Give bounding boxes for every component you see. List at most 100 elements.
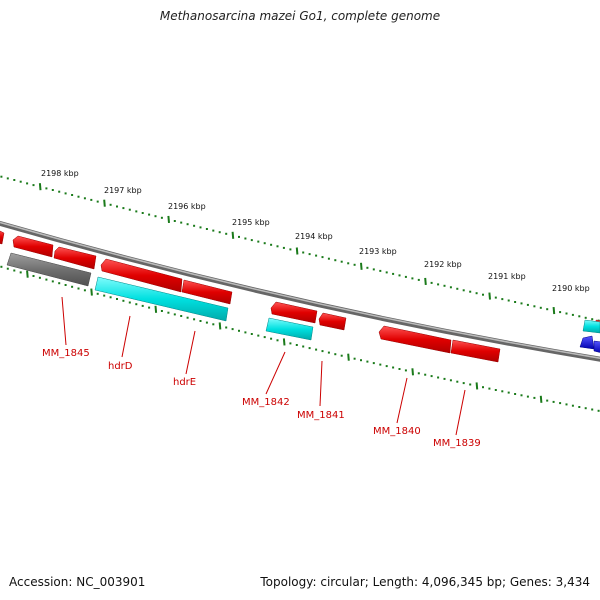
gene-reverse[interactable]: [94, 276, 229, 322]
gene-forward[interactable]: [378, 325, 452, 354]
minor-tick: [565, 403, 568, 406]
minor-tick: [90, 198, 93, 201]
major-tick: [154, 305, 158, 313]
minor-tick: [205, 228, 208, 230]
minor-tick: [263, 336, 266, 339]
minor-tick: [160, 216, 163, 219]
gene-forward[interactable]: [318, 312, 347, 331]
minor-tick: [45, 187, 48, 190]
major-tick: [539, 395, 543, 403]
gene-forward[interactable]: [450, 339, 501, 363]
minor-tick: [71, 285, 74, 288]
minor-tick: [353, 357, 356, 360]
minor-tick: [430, 281, 433, 284]
minor-tick: [263, 242, 266, 245]
forward-genes: [0, 230, 600, 363]
minor-tick: [571, 313, 574, 316]
minor-tick: [526, 303, 529, 306]
gene-forward[interactable]: [100, 258, 183, 293]
minor-tick: [456, 287, 459, 290]
scale-label: 2191 kbp: [488, 272, 526, 281]
minor-tick: [38, 276, 41, 279]
leader-line: [319, 360, 323, 407]
leader-line: [185, 330, 196, 375]
minor-tick: [533, 396, 536, 399]
minor-tick: [199, 320, 202, 322]
minor-tick: [571, 404, 574, 407]
gene-reverse[interactable]: [6, 252, 92, 287]
leader-line: [396, 377, 408, 424]
minor-tick: [0, 175, 3, 178]
minor-tick: [180, 221, 183, 224]
gene-forward[interactable]: [53, 246, 97, 270]
gene-reverse[interactable]: [593, 340, 600, 353]
minor-tick: [96, 200, 99, 203]
gene-forward[interactable]: [0, 230, 5, 245]
minor-tick: [539, 306, 542, 309]
minor-tick: [584, 316, 587, 319]
minor-tick: [19, 180, 22, 183]
minor-tick: [270, 337, 273, 340]
minor-tick: [173, 220, 176, 222]
minor-tick: [231, 328, 234, 331]
minor-tick: [270, 243, 273, 246]
gene-forward[interactable]: [181, 279, 233, 305]
minor-tick: [116, 298, 118, 300]
gene-reverse[interactable]: [579, 335, 595, 350]
minor-tick: [103, 294, 106, 297]
minor-tick: [295, 344, 298, 346]
major-tick: [488, 292, 491, 300]
minor-tick: [597, 409, 600, 412]
major-tick: [360, 262, 363, 270]
minor-tick: [238, 329, 240, 332]
minor-tick: [379, 363, 382, 366]
minor-tick: [135, 303, 138, 306]
minor-tick: [276, 245, 279, 248]
minor-tick: [385, 365, 388, 368]
gene-forward[interactable]: [12, 235, 54, 258]
minor-tick: [591, 318, 594, 321]
major-tick: [424, 277, 427, 285]
minor-tick: [71, 194, 74, 196]
genome-backbone: [0, 220, 600, 362]
minor-tick: [392, 366, 395, 369]
scale-label: 2194 kbp: [295, 232, 333, 241]
minor-tick: [109, 296, 112, 299]
scale-label: 2198 kbp: [41, 169, 79, 178]
minor-tick: [26, 182, 29, 185]
gene-label: hdrE: [173, 377, 196, 388]
minor-tick: [385, 271, 388, 274]
gene-reverse[interactable]: [265, 317, 314, 341]
minor-tick: [315, 348, 318, 351]
minor-tick: [501, 390, 504, 393]
minor-tick: [334, 353, 337, 356]
minor-tick: [148, 306, 151, 309]
minor-tick: [64, 284, 67, 286]
minor-tick: [372, 268, 375, 271]
minor-tick: [520, 302, 523, 305]
minor-tick: [398, 368, 401, 370]
minor-tick: [167, 311, 170, 314]
minor-tick: [289, 342, 292, 345]
minor-tick: [398, 274, 401, 277]
minor-tick: [591, 408, 594, 411]
scale-label: 2193 kbp: [359, 247, 397, 256]
minor-tick: [19, 271, 22, 274]
gene-reverse[interactable]: [582, 319, 600, 334]
minor-tick: [122, 207, 125, 210]
minor-tick: [193, 224, 196, 227]
gene-forward[interactable]: [270, 301, 318, 324]
minor-tick: [417, 278, 420, 281]
minor-tick: [64, 192, 67, 195]
minor-tick: [526, 395, 529, 398]
leader-line: [455, 389, 466, 436]
minor-tick: [128, 208, 131, 211]
scale-label: 2195 kbp: [232, 218, 270, 227]
gene-label: MM_1845: [42, 348, 90, 359]
minor-tick: [494, 296, 497, 299]
leader-line: [265, 351, 286, 395]
gene-label: MM_1840: [373, 426, 421, 437]
minor-tick: [315, 254, 318, 257]
minor-tick: [32, 275, 35, 277]
minor-tick: [404, 275, 407, 278]
